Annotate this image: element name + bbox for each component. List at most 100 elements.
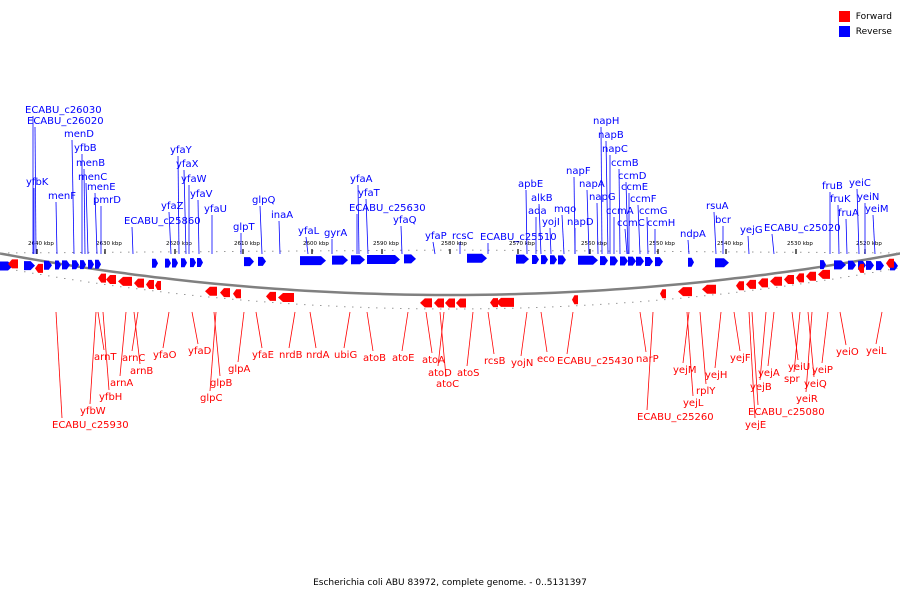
gene-label-atob: atoB <box>363 353 386 364</box>
reverse-gene-arrow <box>332 255 348 265</box>
reverse-gene-arrow <box>197 257 203 267</box>
reverse-gene-arrow <box>715 258 729 268</box>
gene-label-yfaq: yfaQ <box>393 215 417 226</box>
reverse-gene-arrow <box>550 255 557 265</box>
leader-atoc <box>439 311 447 378</box>
reverse-gene-arrow <box>655 257 663 267</box>
gene-label-ecabu-c25860: ECABU_c25860 <box>124 216 201 227</box>
reverse-gene-arrow <box>172 258 178 268</box>
forward-gene-arrow <box>818 269 830 279</box>
gene-label-yeim: yeiM <box>865 204 888 215</box>
gene-label-yfap: yfaP <box>425 231 447 242</box>
gene-label-mend: menD <box>64 129 94 140</box>
map-caption: Escherichia coli ABU 83972, complete gen… <box>313 578 587 588</box>
leader-fruk <box>837 204 840 255</box>
forward-swatch <box>838 11 850 22</box>
leader-yeiq <box>807 311 815 378</box>
reverse-gene-arrow <box>351 255 365 265</box>
gene-label-yfbk: yfbK <box>26 177 49 188</box>
gene-label-atoe: atoE <box>392 353 415 364</box>
gene-label-atoa: atoA <box>422 355 445 366</box>
gene-label-ccmh: ccmH <box>647 218 675 229</box>
gene-label-arna: arnA <box>110 378 133 389</box>
gene-label-arnc: arnC <box>122 353 145 364</box>
gene-label-napb: napB <box>598 130 624 141</box>
legend-label-forward: Forward <box>855 11 892 22</box>
gene-label-ecabu-c26030: ECABU_c26030 <box>25 105 102 116</box>
gene-label-ecabu-c26020: ECABU_c26020 <box>27 116 104 127</box>
leader-ubig <box>343 311 351 349</box>
leader-ecabu-c25020 <box>771 233 775 255</box>
leader-ecabu-c25260 <box>646 311 654 411</box>
gene-label-yfao: yfaO <box>153 350 177 361</box>
reverse-gene-arrow <box>600 256 608 266</box>
gene-label-glpa: glpA <box>228 364 250 375</box>
gene-label-inaa: inaA <box>271 210 293 221</box>
forward-gene-arrow <box>758 278 768 288</box>
reverse-gene-arrow <box>300 256 326 266</box>
forward-gene-arrow <box>146 280 154 290</box>
reverse-gene-arrow <box>95 259 101 269</box>
leader-atoa <box>425 311 433 354</box>
gene-label-eco: eco <box>537 354 555 365</box>
gene-label-nrdb: nrdB <box>279 350 303 361</box>
gene-label-rply: rplY <box>696 386 716 397</box>
leader-yeim <box>872 214 876 255</box>
reverse-gene-arrow <box>645 256 653 266</box>
reverse-gene-arrow <box>820 260 826 270</box>
forward-gene-arrow <box>572 295 578 305</box>
forward-gene-arrow <box>796 273 804 283</box>
gene-label-arnt: arnT <box>94 352 117 363</box>
reverse-gene-arrow <box>848 260 856 270</box>
leader-yejf <box>733 311 741 352</box>
reverse-gene-arrow <box>244 257 254 267</box>
leader-rsua <box>713 211 717 255</box>
leader-rcsb <box>487 311 495 355</box>
gene-label-spr: spr <box>784 374 801 385</box>
gene-label-yfal: yfaL <box>298 226 320 237</box>
leader-yfal <box>305 236 309 255</box>
reverse-gene-arrow <box>181 258 187 268</box>
leader-yeje <box>748 311 756 419</box>
forward-gene-arrow <box>806 271 816 281</box>
gene-label-atos: atoS <box>457 368 480 379</box>
gene-label-yfbh: yfbH <box>99 392 122 403</box>
reverse-gene-arrow <box>80 260 86 270</box>
reverse-swatch <box>838 26 850 37</box>
gene-label-yfax: yfaX <box>176 159 199 170</box>
leader-yfbw <box>89 311 97 405</box>
leader-yeja <box>767 311 775 367</box>
gene-label-ecabu-c25020: ECABU_c25020 <box>764 223 841 234</box>
gene-label-yejh: yejH <box>705 370 727 381</box>
reverse-gene-arrow <box>44 260 52 270</box>
axis-tick-label: 2600 kbp <box>303 241 329 247</box>
leader-mqo <box>561 214 565 255</box>
leader-yeir <box>805 311 813 393</box>
gene-label-yeja: yejA <box>758 368 780 379</box>
reverse-gene-arrow <box>24 261 35 271</box>
gene-label-rcsc: rcsC <box>452 231 474 242</box>
forward-gene-arrow <box>220 288 230 298</box>
axis-tick-label: 2610 kbp <box>234 241 260 247</box>
leader-arnb <box>133 311 141 365</box>
legend-label-reverse: Reverse <box>855 26 892 37</box>
reverse-gene-arrow <box>165 258 171 268</box>
axis-tick-label: 2580 kbp <box>441 241 467 247</box>
reverse-gene-arrow <box>190 258 196 268</box>
leader-ecabu-c25860 <box>131 226 134 255</box>
leader-yfad <box>191 311 199 345</box>
leader-yfbh <box>102 311 110 391</box>
forward-gene-arrow <box>858 263 864 273</box>
forward-gene-arrow <box>106 274 116 284</box>
leader-apbe <box>525 189 528 255</box>
forward-gene-arrow <box>490 298 498 308</box>
leader-atob <box>366 311 374 352</box>
forward-gene-arrow <box>886 258 894 268</box>
leader-yojn <box>520 311 528 357</box>
leader-yeip <box>821 311 829 364</box>
leader-ccmg <box>646 216 649 255</box>
gene-label-ccmg: ccmG <box>639 206 668 217</box>
axis-tick-label: 2550 kbp <box>649 241 675 247</box>
axis-tick-label: 2630 kbp <box>96 241 122 247</box>
